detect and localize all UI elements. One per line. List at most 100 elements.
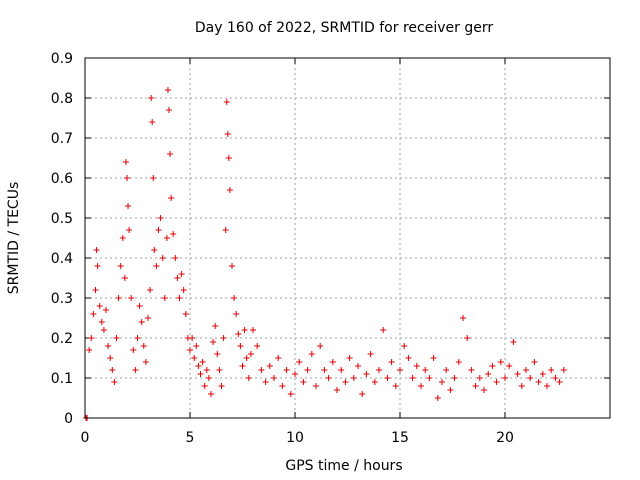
data-point [514, 371, 521, 377]
chart-title: Day 160 of 2022, SRMTID for receiver ger… [195, 20, 493, 36]
data-point [409, 375, 416, 381]
data-point [338, 367, 345, 373]
data-point [271, 375, 277, 381]
x-tick-label: 15 [391, 430, 409, 446]
data-point [96, 303, 103, 309]
data-point [317, 343, 324, 349]
x-tick-label: 10 [286, 430, 304, 446]
data-point [535, 379, 542, 385]
x-tick-label: 0 [81, 430, 90, 446]
data-point [472, 383, 479, 389]
data-point [180, 287, 187, 293]
data-point [140, 343, 147, 349]
data-point [350, 375, 357, 381]
y-tick-labels: 0 0.1 0.2 0.3 0.4 0.5 0.6 0.7 0.8 0.9 [51, 51, 73, 427]
data-point [134, 335, 141, 341]
data-point [422, 367, 429, 373]
data-point [325, 375, 332, 381]
data-point [539, 371, 546, 377]
data-point [292, 371, 298, 377]
data-point [355, 363, 361, 369]
data-point [363, 371, 370, 377]
data-point [128, 295, 135, 301]
data-point [117, 263, 124, 269]
data-point [145, 315, 151, 321]
data-point [98, 319, 105, 325]
data-point [205, 375, 212, 381]
data-point [548, 367, 555, 373]
y-tick-label: 0 [64, 411, 73, 427]
data-point [367, 351, 374, 357]
data-point [168, 195, 175, 201]
data-point [92, 287, 99, 293]
data-point [151, 247, 158, 253]
data-point [247, 351, 254, 357]
data-point [376, 367, 382, 373]
data-point [518, 383, 525, 389]
data-point [161, 295, 168, 301]
y-tick-label: 0.8 [51, 91, 73, 107]
data-point [359, 391, 366, 397]
data-point [334, 387, 340, 393]
data-point [229, 263, 235, 269]
data-points [83, 87, 567, 421]
data-point [105, 343, 112, 349]
data-point [109, 367, 116, 373]
data-point [455, 359, 462, 365]
data-point [199, 359, 206, 365]
data-point [552, 375, 559, 381]
data-point [527, 375, 534, 381]
data-point [392, 383, 399, 389]
data-point [136, 303, 143, 309]
data-point [388, 359, 395, 365]
data-point [94, 263, 101, 269]
data-point [233, 311, 240, 317]
data-point [111, 379, 118, 385]
data-point [506, 363, 513, 369]
data-point [226, 187, 233, 193]
data-point [489, 363, 496, 369]
data-point [401, 343, 408, 349]
data-point [88, 335, 95, 341]
data-point [159, 255, 166, 261]
data-point [241, 327, 248, 333]
data-point [308, 351, 315, 357]
data-point [148, 95, 155, 101]
data-point [239, 363, 246, 369]
data-point [468, 367, 475, 373]
data-point [405, 355, 412, 361]
data-point [346, 355, 353, 361]
data-point [212, 323, 219, 329]
data-point [262, 379, 269, 385]
data-point [439, 379, 445, 385]
data-point [126, 227, 133, 233]
data-point [182, 311, 189, 317]
data-point [460, 315, 466, 321]
data-point [313, 383, 319, 389]
data-point [147, 287, 154, 293]
data-point [189, 335, 196, 341]
data-point [434, 395, 441, 401]
data-point [210, 339, 217, 345]
x-axis-label: GPS time / hours [285, 458, 402, 474]
data-point [544, 383, 550, 389]
axis-ticks [84, 57, 610, 419]
data-point [287, 391, 294, 397]
data-point [502, 375, 508, 381]
data-point [384, 375, 391, 381]
data-point [235, 331, 242, 337]
data-point [481, 387, 487, 393]
y-tick-label: 0.2 [51, 331, 73, 347]
data-point [237, 343, 244, 349]
data-point [231, 295, 238, 301]
data-point [113, 335, 120, 341]
data-point [86, 347, 93, 353]
data-point [176, 295, 183, 301]
data-point [142, 359, 149, 365]
data-point [166, 107, 172, 113]
data-point [493, 379, 500, 385]
data-point [371, 379, 378, 385]
data-point [510, 339, 517, 345]
plot-frame [84, 57, 611, 419]
